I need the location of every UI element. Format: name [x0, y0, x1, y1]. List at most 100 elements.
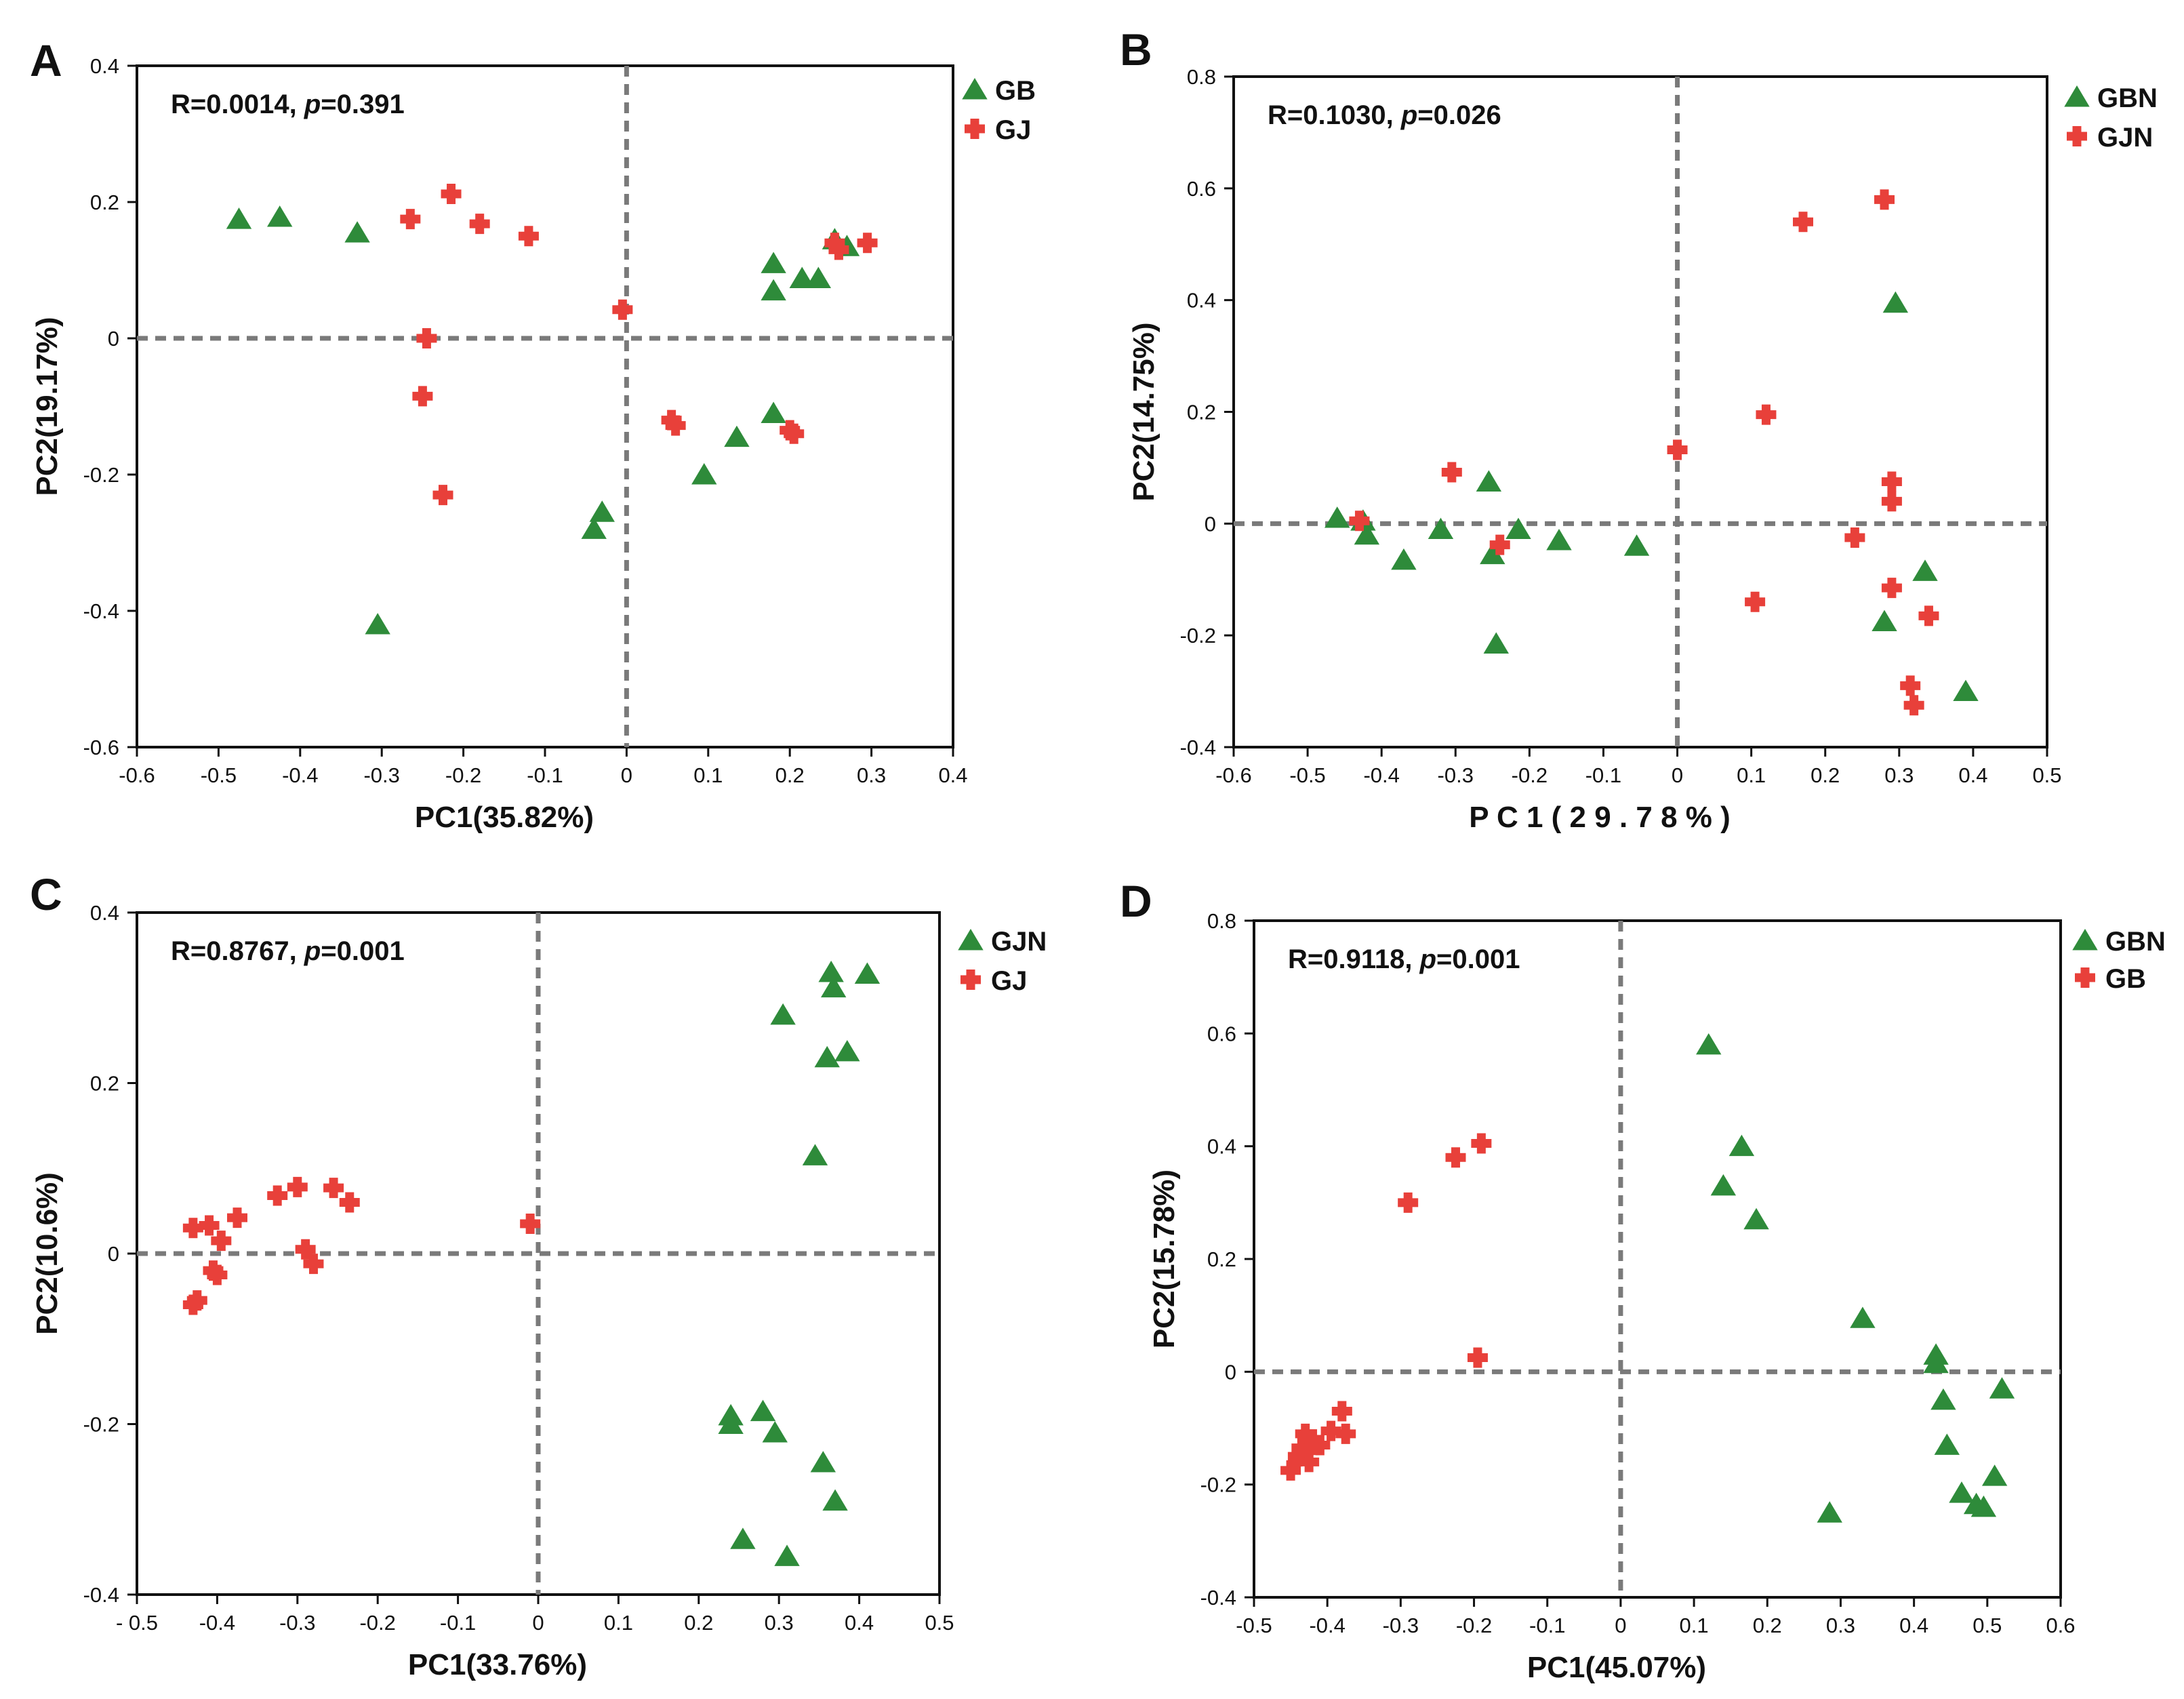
series-GJN	[1349, 189, 1939, 716]
stat-p-value: =0.001	[321, 936, 404, 966]
data-point-triangle	[1623, 534, 1650, 556]
data-point-triangle	[818, 961, 844, 982]
data-point-plus	[1874, 189, 1895, 210]
data-point-plus	[1349, 511, 1370, 532]
data-point-triangle	[1872, 609, 1897, 632]
data-point-plus	[828, 239, 849, 260]
x-tick-label: 0.2	[684, 1611, 713, 1635]
data-point-triangle	[718, 1412, 744, 1434]
data-point-triangle	[1981, 1464, 2008, 1486]
x-tick-label: -0.4	[199, 1611, 235, 1635]
legend-marker-triangle	[2064, 85, 2090, 107]
data-point-triangle	[1480, 542, 1505, 565]
data-point-plus	[1445, 1147, 1466, 1168]
stat-annotation: R=0.9118, p=0.001	[1288, 944, 1520, 974]
data-point-triangle	[344, 221, 370, 243]
data-point-plus	[518, 226, 539, 247]
legend-marker-triangle	[2072, 929, 2098, 951]
y-tick-label: 0	[108, 1242, 119, 1266]
legend-marker-plus	[965, 119, 985, 139]
data-point-triangle	[1483, 632, 1509, 654]
y-tick-label: -0.2	[1180, 624, 1216, 647]
x-tick-label: 0.6	[2046, 1614, 2075, 1637]
x-tick-label: -0.5	[201, 763, 237, 787]
data-point-plus	[1489, 534, 1510, 555]
stat-p-symbol: p	[1400, 100, 1417, 130]
data-point-plus	[1302, 1429, 1323, 1450]
data-point-plus	[211, 1231, 232, 1252]
x-tick-label: -0.2	[1456, 1614, 1492, 1637]
y-axis-title: PC2(10.6%)	[31, 1172, 64, 1335]
data-point-plus	[1667, 439, 1688, 460]
legend-label: GB	[2105, 964, 2146, 994]
y-tick-label: 0.2	[1187, 401, 1216, 424]
x-tick-label: 0.5	[2032, 763, 2061, 787]
x-axis-title: P C 1 ( 2 9 . 7 8 % )	[1469, 801, 1731, 834]
x-tick-label: -0.1	[527, 763, 563, 787]
legend-label: GJ	[995, 115, 1031, 145]
y-tick-label: 0.4	[90, 54, 119, 78]
legend: GBN GB	[2072, 927, 2166, 994]
data-point-plus	[1398, 1192, 1419, 1213]
x-tick-label: -0.3	[1438, 763, 1474, 787]
x-axis-title: PC1(45.07%)	[1527, 1651, 1706, 1684]
x-axis-title: PC1(35.82%)	[415, 801, 594, 834]
x-tick-label: 0	[1615, 1614, 1626, 1637]
data-point-triangle	[770, 1003, 796, 1025]
x-tick-label: 0	[621, 763, 632, 787]
x-axis-title: PC1(33.76%)	[408, 1648, 587, 1681]
legend-marker-triangle	[958, 929, 984, 951]
data-point-triangle	[1476, 470, 1502, 492]
x-tick-label: 0.4	[1958, 763, 1987, 787]
panel-label: B	[1120, 24, 1152, 75]
data-point-plus	[267, 1185, 288, 1206]
data-point-plus	[1844, 527, 1865, 548]
data-point-triangle	[730, 1527, 756, 1549]
data-point-triangle	[814, 1045, 840, 1068]
data-point-plus	[441, 183, 462, 204]
series-GBN	[1696, 1033, 2015, 1523]
panel-B: B -0.6 -0.5 -0.4 -0.3 -0.2 -0.1 0 0.1 0.2 0.3 0.4 0.…	[1120, 24, 2158, 834]
data-point-triangle	[789, 266, 815, 289]
data-point-triangle	[1324, 506, 1350, 528]
data-point-plus	[1745, 591, 1766, 612]
y-axis-title: PC2(14.75%)	[1127, 322, 1160, 501]
data-point-triangle	[761, 401, 786, 423]
data-point-plus	[469, 214, 490, 235]
data-point-plus	[784, 423, 805, 444]
x-tick-label: 0.3	[765, 1611, 794, 1635]
series-GJN	[718, 961, 881, 1566]
x-tick-label: - 0.5	[116, 1611, 158, 1635]
data-point-plus	[199, 1215, 220, 1236]
x-tick-label: 0.1	[604, 1611, 633, 1635]
x-tick-label: -0.4	[1309, 1614, 1345, 1637]
y-tick-label: 0.6	[1187, 177, 1216, 201]
x-tick-label: -0.2	[445, 763, 481, 787]
data-point-triangle	[1546, 529, 1572, 551]
data-point-triangle	[581, 517, 607, 539]
stat-p-symbol: p	[1419, 944, 1436, 974]
data-point-triangle	[810, 1451, 836, 1473]
stat-r: R=0.9118,	[1288, 944, 1420, 974]
data-point-plus	[303, 1254, 324, 1275]
data-point-plus	[1881, 578, 1902, 599]
data-point-plus	[207, 1264, 228, 1285]
data-point-plus	[1903, 695, 1924, 716]
data-point-plus	[227, 1207, 247, 1228]
legend-marker-plus	[2075, 967, 2095, 988]
data-point-triangle	[1505, 517, 1531, 540]
series-GJ	[400, 183, 878, 506]
data-point-triangle	[267, 205, 293, 227]
legend-label: GJN	[2097, 123, 2153, 153]
data-point-plus	[1471, 1133, 1492, 1154]
data-point-plus	[1299, 1440, 1320, 1461]
x-tick-label: -0.6	[1215, 763, 1251, 787]
data-point-plus	[1299, 1452, 1320, 1473]
panel-label: C	[30, 869, 62, 919]
y-tick-label: 0.6	[1207, 1022, 1236, 1045]
data-point-triangle	[365, 613, 390, 635]
data-point-triangle	[226, 207, 252, 229]
data-point-triangle	[822, 1489, 848, 1511]
